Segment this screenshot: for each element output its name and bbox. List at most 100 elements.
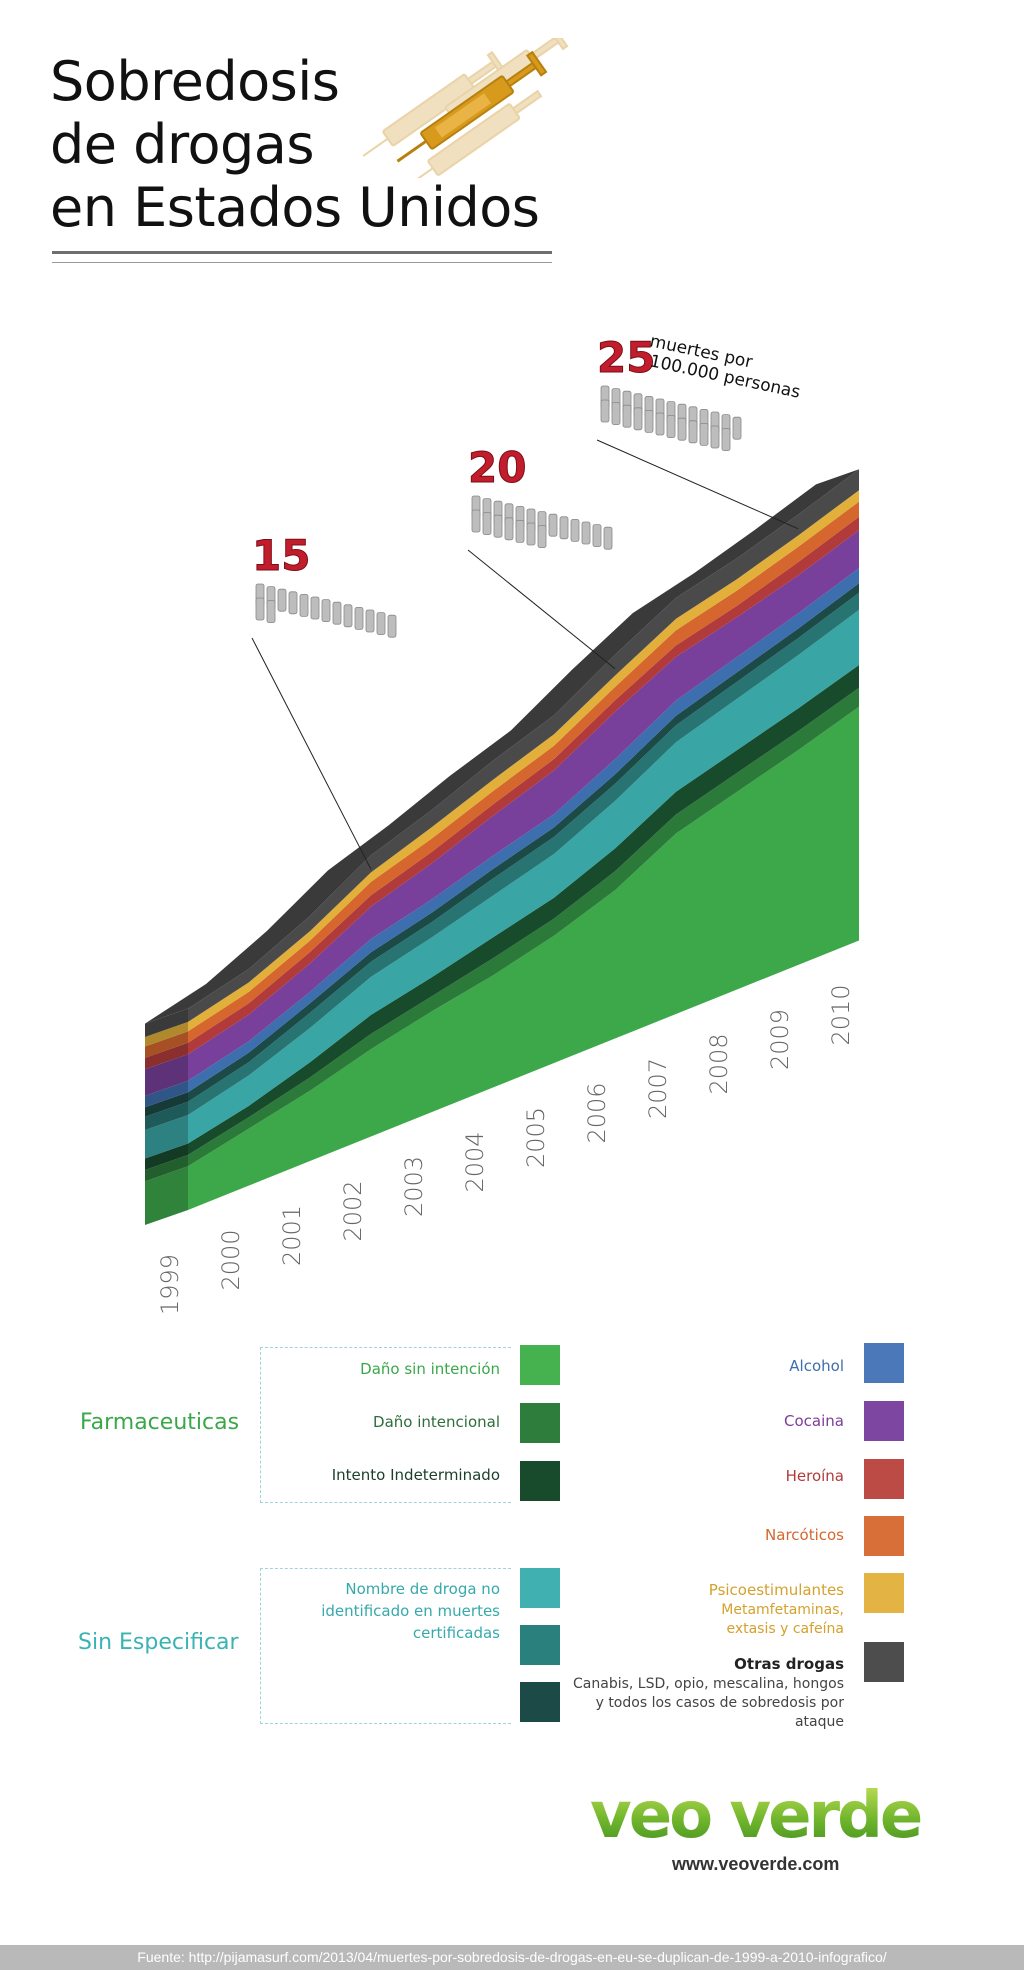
legend-swatch-intento-indeterminado [520,1461,560,1501]
legend-swatch-heroina [864,1459,904,1499]
legend-label-psicoestimulantes: Psicoestimulantes [708,1581,844,1599]
series-area [188,530,859,1081]
legend-label-otras-drogas: Otras drogas [734,1655,844,1673]
series-area [188,516,859,1055]
series-layer [145,583,859,1117]
person-figure [622,404,632,428]
title-rule-thin [52,262,552,263]
legend-otras-drogas-block: Otras drogas Canabis, LSD, opio, mescali… [564,1654,844,1732]
series-layer [145,530,859,1096]
series-area [188,687,859,1167]
legend-swatch-cocaina [864,1401,904,1441]
x-tick-label: 2006 [583,1082,611,1143]
x-tick-label: 2009 [766,1009,794,1070]
person-figure [299,593,309,617]
legend-sin-especificar-title: Sin Especificar [78,1630,239,1655]
legend-swatch-sin-especificar-2 [520,1625,560,1665]
x-axis-ticks: 1999 2000 2001 2002 2003 2004 2005 2006 2007 2008… [156,984,855,1315]
series-layer [145,516,859,1070]
legend-sin-especificar-box [260,1568,511,1724]
x-tick-label: 2004 [461,1131,489,1192]
x-tick-label: 2010 [827,984,855,1045]
legend-label-cocaina: Cocaina [784,1412,844,1430]
person-figure [603,526,613,550]
series-layer [145,469,859,1037]
person-figure [504,517,514,541]
legend-swatch-narcoticos [864,1516,904,1556]
person-figure [633,407,643,431]
legend-label-narcoticos: Narcóticos [765,1526,844,1544]
legend-label-alcohol: Alcohol [789,1357,844,1375]
x-tick-label: 2008 [705,1033,733,1094]
series-area [188,609,859,1144]
person-figure [471,509,481,533]
series-area [188,568,859,1093]
footer-source: Fuente: http://pijamasurf.com/2013/04/mu… [137,1949,887,1965]
person-figure [666,415,676,439]
title-line-2: de drogas [50,113,315,176]
logo-text: veo verde [590,1779,921,1853]
person-figure [537,525,547,549]
person-figure [710,425,720,449]
legend-sub-otras-drogas: Canabis, LSD, opio, mescalina, hongos y … [573,1676,844,1730]
series-area [188,665,859,1155]
x-tick-label: 1999 [156,1254,184,1315]
person-figure [288,591,298,615]
series-front-face [145,1143,188,1170]
series-layer [145,687,859,1182]
legend-sub-psicoestimulantes: Metamfetaminas, extasis y cafeína [721,1602,844,1637]
page-title: Sobredosis de drogas en Estados Unidos [50,50,540,239]
series-front-face [145,1101,188,1131]
stack-top-surface [145,469,859,1024]
legend-farmaceuticas-title: Farmaceuticas [80,1410,240,1435]
x-tick-label: 2001 [278,1205,306,1266]
series-front-face [145,1031,188,1058]
marker-value: 15 [252,531,310,580]
series-layer [145,592,859,1131]
person-figure [570,518,580,542]
legend-swatch-alcohol [864,1343,904,1383]
x-tick-label: 2003 [400,1156,428,1217]
legend-swatch-nombre-droga [520,1568,560,1608]
legend-label-dano-intencional: Daño intencional [373,1413,500,1431]
legend-label-nombre-droga: Nombre de droga no identificado en muert… [321,1580,500,1642]
person-figure [644,409,654,433]
person-figure [721,428,731,452]
person-figure [493,514,503,538]
marker-leader-line [596,439,799,530]
series-layer [145,706,859,1226]
series-front-face [145,1092,188,1117]
legend-swatch-dano-intencional [520,1403,560,1443]
marker-value: 20 [468,443,526,492]
chart-layers [145,469,859,1226]
person-figure [310,596,320,620]
series-front-face [145,1166,188,1226]
legend-swatch-otras-drogas [864,1642,904,1682]
person-figure [515,519,525,543]
person-figure [688,420,698,444]
person-figure [255,597,265,621]
person-figure [354,606,364,630]
series-front-face [145,1154,188,1182]
person-figure [611,402,621,426]
person-figure [559,516,569,540]
marker-value: 25 [597,333,655,382]
veoverde-logo: veo verde [590,1779,924,1853]
person-figure [376,612,386,636]
person-figure [321,599,331,623]
person-figure [581,521,591,545]
legend-psicoestimulantes-block: Psicoestimulantes Metamfetaminas, extasi… [674,1580,844,1639]
legend-swatch-dano-sin-intencion [520,1345,560,1385]
series-layer [145,665,859,1170]
series-area [188,490,859,1032]
series-front-face [145,1042,188,1070]
person-figure [677,417,687,441]
series-area [188,592,859,1115]
marker-leader-line [467,549,616,670]
person-figure [482,512,492,536]
series-front-face [145,1115,188,1159]
series-area [188,583,859,1102]
series-front-face [145,1054,188,1096]
